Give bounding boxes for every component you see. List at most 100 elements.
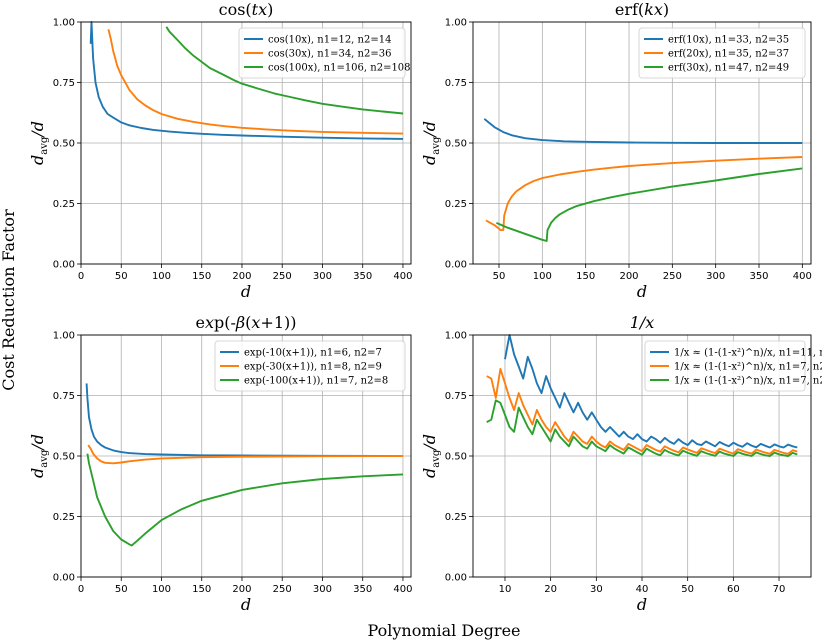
series-line [483, 118, 803, 144]
x-tick-label: 150 [576, 271, 595, 282]
x-tick-label: 50 [493, 271, 506, 282]
chart-panel: 10 20 30 40 50 60 70 0.00 0.25 0.50 0.75 1.00 1/x d da… [420, 313, 822, 614]
y-tick-label: 1.00 [53, 331, 75, 342]
chart-title: cos(tx) [219, 0, 274, 19]
series-line [486, 399, 798, 457]
y-tick-label: 0.75 [445, 78, 467, 89]
y-tick-label: 1.00 [445, 18, 467, 29]
x-tick-label: 10 [499, 584, 512, 595]
y-tick-label: 0.25 [445, 512, 467, 523]
legend-label: cos(100x), n1=106, n2=108 [268, 63, 411, 74]
x-tick-label: 60 [727, 584, 740, 595]
series-line [85, 383, 404, 457]
legend-label: exp(-10(x+1)), n1=6, n2=7 [244, 348, 382, 359]
legend-box [638, 27, 806, 79]
x-tick-label: 200 [232, 584, 251, 595]
figure-y-label: Cost Reduction Factor [0, 209, 18, 391]
x-tick-label: 300 [313, 584, 332, 595]
y-tick-label: 0.00 [53, 573, 75, 584]
x-tick-label: 30 [590, 584, 603, 595]
legend: cos(10x), n1=12, n2=14 cos(30x), n1=34, n… [238, 27, 411, 79]
series-line [86, 453, 404, 547]
x-tick-label: 200 [232, 271, 251, 282]
y-tick-label: 0.00 [53, 260, 75, 271]
legend-label: 1/x ≈ (1-(1-x²)^n)/x, n1=11, n2=13 [674, 348, 822, 359]
x-tick-label: 400 [793, 271, 812, 282]
y-tick-label: 0.50 [53, 139, 75, 150]
y-axis-label: davg/d [420, 434, 442, 478]
x-tick-label: 50 [115, 584, 128, 595]
x-tick-label: 250 [273, 271, 292, 282]
legend-box [238, 27, 406, 79]
x-axis-label: d [241, 595, 251, 614]
legend-label: exp(-30(x+1)), n1=8, n2=9 [244, 362, 382, 373]
x-tick-label: 400 [393, 271, 412, 282]
chart-panel: 0 50 100 150 200 250 300 350 400 0.00 0.25 0.50 0.75… [28, 313, 412, 614]
x-tick-label: 100 [152, 271, 171, 282]
x-tick-label: 0 [78, 584, 84, 595]
x-tick-label: 300 [313, 271, 332, 282]
series-line [107, 29, 404, 135]
legend-label: 1/x ≈ (1-(1-x²)^n)/x, n1=7, n2=9 [674, 362, 822, 373]
x-tick-label: 50 [115, 271, 128, 282]
chart-title: 1/x [630, 313, 655, 332]
chart-panel: 0 50 100 150 200 250 300 350 400 0.00 0.25 0.50 0.75… [28, 0, 412, 301]
x-tick-label: 350 [353, 584, 372, 595]
x-tick-label: 250 [273, 584, 292, 595]
x-tick-label: 0 [78, 271, 84, 282]
legend: erf(10x), n1=33, n2=35 erf(20x), n1=35, n… [638, 27, 806, 79]
legend-label: cos(30x), n1=34, n2=36 [268, 49, 391, 60]
y-tick-label: 0.75 [53, 78, 75, 89]
y-axis-label: davg/d [420, 121, 442, 165]
x-tick-label: 20 [544, 584, 557, 595]
chart-title: erf(kx) [615, 0, 669, 19]
y-tick-label: 1.00 [53, 18, 75, 29]
series-line [486, 367, 798, 455]
x-tick-label: 350 [749, 271, 768, 282]
x-tick-label: 100 [152, 584, 171, 595]
legend: exp(-10(x+1)), n1=6, n2=7 exp(-30(x+1)), … [214, 340, 406, 392]
y-tick-label: 0.00 [445, 260, 467, 271]
x-axis-label: d [637, 282, 647, 301]
panels: 0 50 100 150 200 250 300 350 4000.000.250.500.75… [28, 0, 822, 614]
x-tick-label: 350 [353, 271, 372, 282]
x-tick-label: 70 [773, 584, 786, 595]
series-line [89, 21, 404, 140]
x-axis-label: d [637, 595, 647, 614]
y-tick-label: 0.75 [53, 391, 75, 402]
figure-x-label: Polynomial Degree [368, 621, 521, 640]
x-tick-label: 50 [681, 584, 694, 595]
y-tick-label: 0.25 [445, 199, 467, 210]
y-tick-label: 0.75 [445, 391, 467, 402]
legend-label: exp(-100(x+1)), n1=7, n2=8 [244, 376, 388, 387]
y-axis-label: davg/d [28, 434, 50, 478]
x-axis-label: d [241, 282, 251, 301]
chart-title: exp(-β(x+1)) [196, 313, 297, 332]
y-tick-label: 0.25 [53, 512, 75, 523]
x-tick-label: 400 [393, 584, 412, 595]
x-tick-label: 150 [192, 271, 211, 282]
x-tick-label: 150 [192, 584, 211, 595]
y-axis-label: davg/d [28, 121, 50, 165]
series-line [496, 167, 803, 242]
y-tick-label: 0.50 [445, 139, 467, 150]
legend-label: cos(10x), n1=12, n2=14 [268, 35, 391, 46]
x-tick-label: 40 [636, 584, 649, 595]
y-tick-label: 0.00 [445, 573, 467, 584]
series-line [485, 156, 803, 232]
y-tick-label: 0.50 [445, 452, 467, 463]
legend-label: erf(20x), n1=35, n2=37 [668, 49, 789, 60]
series-line [165, 26, 404, 115]
y-tick-label: 0.25 [53, 199, 75, 210]
series-line [504, 334, 798, 449]
x-tick-label: 300 [706, 271, 725, 282]
legend-box [644, 340, 806, 392]
series-line [87, 444, 404, 465]
x-tick-label: 250 [663, 271, 682, 282]
legend-box [214, 340, 406, 392]
legend-label: erf(10x), n1=33, n2=35 [668, 35, 789, 46]
chart-panel: 50 100 150 200 250 300 350 400 0.00 0.25 0.50 0.75 1… [420, 0, 812, 301]
y-tick-label: 1.00 [445, 331, 467, 342]
legend-label: erf(30x), n1=47, n2=49 [668, 63, 789, 74]
